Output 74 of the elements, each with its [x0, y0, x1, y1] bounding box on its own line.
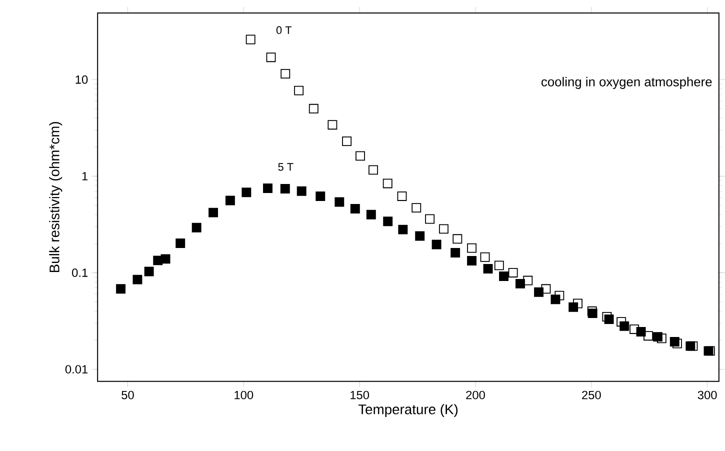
point	[652, 332, 662, 342]
point	[116, 284, 126, 294]
series-label: 0 T	[276, 26, 292, 34]
point	[450, 248, 460, 258]
point	[499, 271, 509, 281]
point	[425, 214, 435, 224]
point	[368, 165, 378, 175]
point	[398, 224, 408, 234]
point	[508, 268, 518, 278]
point	[534, 287, 544, 297]
point	[516, 278, 525, 288]
point	[573, 298, 582, 308]
point	[208, 208, 218, 218]
point	[280, 68, 290, 78]
series-label: 5 T	[278, 163, 294, 171]
point	[263, 183, 272, 193]
point	[308, 104, 318, 114]
y-tick-label: 10	[76, 75, 88, 84]
point	[266, 52, 276, 62]
x-tick-label: 50	[122, 390, 134, 400]
point	[356, 151, 365, 161]
point	[246, 34, 256, 44]
point	[620, 321, 630, 331]
point	[686, 341, 696, 351]
x-axis-title: Temperature (K)	[358, 404, 458, 418]
point	[382, 178, 392, 188]
point	[316, 191, 326, 201]
point	[568, 302, 578, 312]
point	[480, 252, 490, 262]
x-tick-label: 200	[466, 390, 485, 400]
point	[483, 264, 493, 274]
point	[523, 276, 533, 286]
point	[160, 254, 170, 264]
point	[296, 186, 306, 196]
point	[242, 188, 252, 198]
point	[439, 224, 448, 234]
point	[670, 336, 680, 346]
point	[397, 191, 407, 201]
y-axis-title: Bulk resistivity (ohm*cm)	[49, 122, 62, 272]
y-tick-label: 0.1	[72, 268, 88, 277]
point	[412, 203, 422, 213]
point	[334, 197, 344, 207]
point	[467, 256, 477, 266]
point	[467, 243, 477, 253]
point	[294, 86, 304, 96]
y-tick-label: 1	[82, 172, 88, 180]
point	[225, 196, 235, 206]
point	[554, 290, 564, 300]
point	[550, 294, 560, 304]
point	[588, 308, 598, 318]
x-tick-label: 100	[234, 390, 254, 400]
point	[342, 136, 352, 146]
x-tick-label: 300	[698, 390, 717, 400]
point	[328, 120, 338, 130]
point	[132, 274, 142, 284]
x-tick-label: 250	[582, 390, 601, 400]
point	[415, 231, 425, 241]
point	[452, 234, 462, 244]
point	[636, 326, 646, 336]
point	[192, 222, 202, 232]
point	[643, 331, 653, 341]
point	[604, 314, 614, 324]
point	[541, 284, 551, 294]
point	[350, 204, 360, 214]
y-tick-label: 0.01	[65, 365, 88, 374]
annotation: cooling in oxygen atmosphere	[542, 76, 712, 89]
point	[432, 240, 442, 250]
point	[176, 238, 186, 248]
point	[144, 266, 154, 276]
point	[383, 216, 393, 226]
point	[494, 260, 504, 270]
point	[280, 184, 290, 194]
x-tick-label: 150	[350, 390, 370, 400]
point	[366, 210, 376, 220]
